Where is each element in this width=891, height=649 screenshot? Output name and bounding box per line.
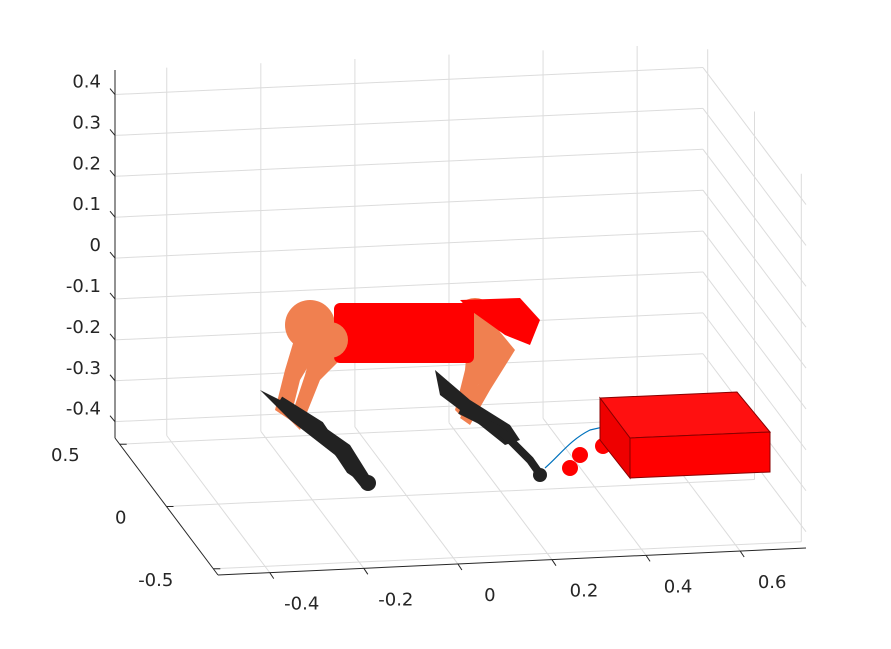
foot (533, 468, 547, 482)
tick-mark (457, 563, 463, 571)
tick-mark (109, 292, 116, 300)
robot (260, 298, 772, 491)
tick-mark (109, 374, 116, 382)
foot (360, 475, 376, 491)
x-tick-label: 0.2 (570, 581, 599, 602)
ball (562, 460, 578, 476)
axes: -0.4 -0.2 0 0.2 0.4 0.6 -0.5 0 0.5 -0.4 -0.3 -0.2 -0… (51, 46, 807, 615)
grid-line (114, 107, 704, 136)
box-side (599, 396, 631, 480)
box-top (599, 391, 772, 439)
grid-line (702, 271, 807, 410)
x-tick-label: -0.2 (378, 589, 413, 610)
x-tick-label: 0.4 (664, 576, 693, 597)
tick-mark (109, 333, 116, 341)
z-tick-label: -0.1 (66, 276, 101, 297)
z-tick-label: 0.1 (72, 194, 101, 215)
tick-mark (551, 559, 557, 566)
z-tick-label: 0 (90, 235, 101, 256)
y-tick-label: -0.5 (138, 570, 173, 591)
box-front (629, 431, 771, 479)
grid-line (702, 149, 807, 287)
y-tick-label: 0 (115, 508, 126, 529)
tick-mark (109, 88, 116, 95)
z-tick-label: -0.2 (66, 317, 101, 338)
grid-line (702, 108, 807, 246)
z-tick-label: 0.4 (72, 72, 101, 93)
body (334, 303, 474, 363)
tick-mark (109, 415, 116, 422)
tick-mark (109, 169, 116, 177)
z-tick-label: -0.3 (66, 358, 101, 379)
ball (572, 447, 588, 463)
tick-mark (645, 555, 651, 562)
grid-line (114, 148, 704, 177)
axis-line (217, 547, 807, 576)
grid-line (114, 67, 704, 96)
leg (460, 320, 515, 425)
grid-line (114, 230, 704, 259)
grid-line (114, 353, 704, 382)
tick-mark (739, 550, 745, 558)
grid-line (114, 189, 704, 218)
grid-line (213, 541, 802, 570)
foot (458, 406, 546, 480)
grid-line (702, 230, 807, 369)
head (460, 298, 540, 345)
x-tick-label: 0 (484, 585, 495, 606)
z-tick-label: 0.2 (72, 153, 101, 174)
x-tick-label: -0.4 (284, 594, 319, 615)
foot (277, 396, 371, 486)
grid-line (114, 271, 704, 300)
grid-line (166, 479, 755, 507)
y-tick-label: 0.5 (51, 445, 80, 466)
tick-mark (109, 129, 116, 136)
hip (312, 322, 348, 358)
z-tick-label: 0.3 (72, 112, 101, 133)
tick-mark (109, 251, 116, 259)
x-tick-label: 0.6 (758, 572, 787, 593)
tick-mark (363, 568, 369, 575)
tick-mark (109, 210, 116, 218)
z-tick-label: -0.4 (66, 399, 101, 420)
grid-line (702, 67, 807, 205)
tick-mark (269, 572, 275, 579)
grid-line (702, 189, 807, 328)
grid-line (702, 312, 807, 451)
